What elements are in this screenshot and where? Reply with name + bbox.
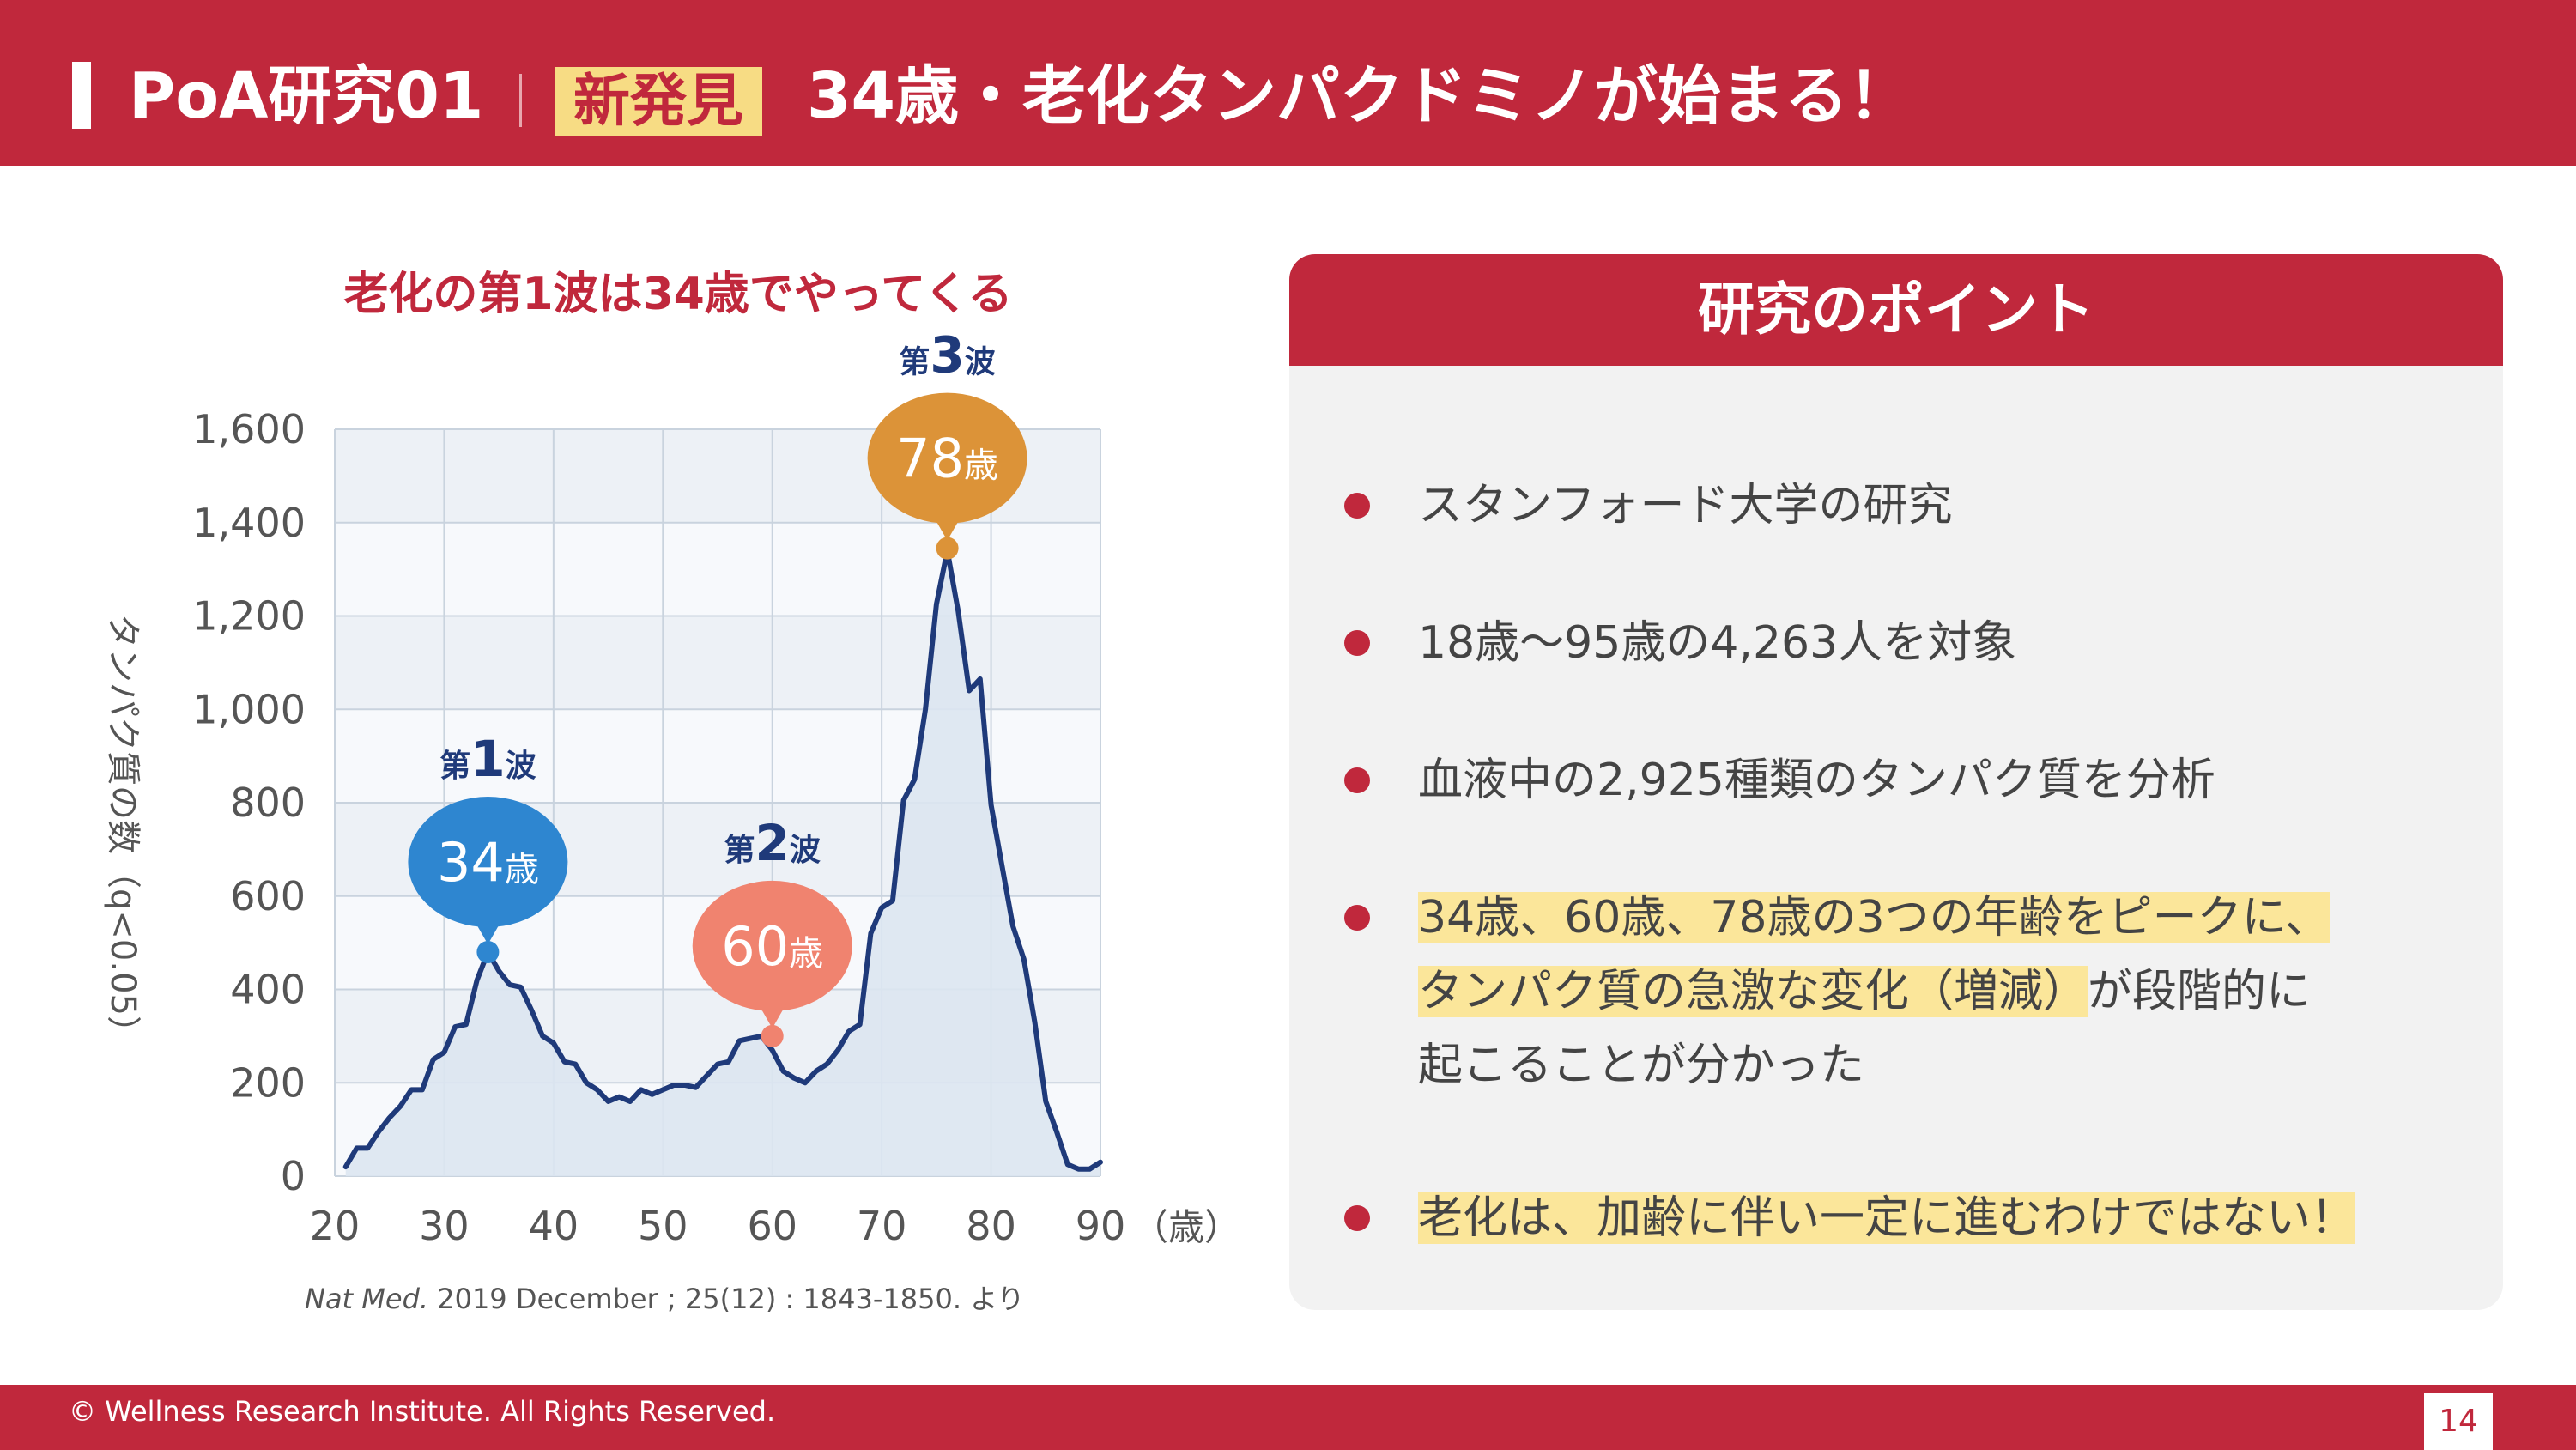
research-points-panel: 研究のポイント スタンフォード大学の研究 18歳～95歳の4,263人を対象 血…	[1289, 254, 2503, 1310]
peak-age-unit: 歳	[505, 850, 539, 889]
highlight-text: 34歳、60歳、78歳の3つの年齢をピークに、	[1418, 892, 2331, 943]
peak-age-number: 78	[896, 428, 964, 490]
x-tick-label: 80	[966, 1203, 1016, 1249]
header-bar: PoA研究01 新発見 34歳・老化タンパクドミノが始まる！	[0, 0, 2576, 166]
y-tick-label: 600	[230, 873, 306, 919]
x-tick-label: 60	[747, 1203, 797, 1249]
plot-band	[335, 616, 1100, 710]
point-text-rest: が段階的に	[2088, 966, 2312, 1017]
citation: Nat Med. 2019 December ; 25(12) : 1843-1…	[305, 1277, 1025, 1317]
peak-wave-label: 第3波	[899, 326, 995, 385]
x-tick-label: 70	[857, 1203, 907, 1249]
x-tick-label: 50	[638, 1203, 688, 1249]
copyright: © Wellness Research Institute. All Right…	[69, 1395, 776, 1428]
point-text: 老化は、加齢に伴い一定に進むわけではない！	[1418, 1181, 2482, 1255]
panel-title: 研究のポイント	[1289, 254, 2503, 366]
y-tick-label: 1,000	[192, 686, 306, 732]
wave-suffix: 波	[965, 345, 996, 380]
point-text: 18歳～95歳の4,263人を対象	[1418, 617, 2017, 669]
peak-age-label: 60歳	[721, 915, 823, 978]
peak-wave-label: 第2波	[724, 814, 821, 872]
peak-age-label: 78歳	[896, 428, 998, 490]
wave-number: 2	[755, 814, 790, 872]
bullet-icon	[1344, 767, 1370, 793]
bullet-icon	[1344, 630, 1370, 656]
wave-suffix: 波	[790, 833, 821, 868]
x-tick-label: 20	[310, 1203, 361, 1249]
slide-title: PoA研究01	[129, 59, 484, 133]
peak-marker	[761, 1024, 784, 1047]
highlight-text: タンパク質の急激な変化（増減）	[1418, 966, 2088, 1017]
title-marker	[72, 62, 91, 129]
bullet-icon	[1344, 1205, 1370, 1231]
x-tick-label: 30	[419, 1203, 470, 1249]
peak-age-label: 34歳	[437, 831, 539, 894]
peak-age-unit: 歳	[964, 446, 998, 486]
y-tick-label: 1,400	[192, 500, 306, 546]
peak-age-number: 34	[437, 831, 505, 894]
y-tick-label: 800	[230, 780, 306, 826]
y-tick-label: 1,600	[192, 406, 306, 452]
y-tick-label: 0	[281, 1153, 306, 1199]
point-text: 34歳、60歳、78歳の3つの年齢をピークに、 タンパク質の急激な変化（増減）が…	[1418, 881, 2482, 1102]
x-tick-label: 40	[529, 1203, 579, 1249]
wave-prefix: 第	[724, 833, 755, 868]
peak-age-unit: 歳	[789, 934, 823, 974]
peak-bubble-tail	[758, 1004, 786, 1028]
point-text-line: 起こることが分かった	[1418, 1040, 1865, 1091]
peak-bubble	[408, 797, 568, 927]
y-tick-label: 200	[230, 1059, 306, 1106]
wave-prefix: 第	[439, 749, 470, 784]
point-text: 血液中の2,925種類のタンパク質を分析	[1418, 755, 2215, 806]
series-line	[342, 548, 1103, 1172]
x-tick-label: 90	[1076, 1203, 1126, 1249]
y-axis-label: タンパク質の数（q<0.05）	[103, 614, 142, 1050]
footer-bar: © Wellness Research Institute. All Right…	[0, 1385, 2576, 1450]
peak-wave-label: 第1波	[439, 730, 536, 788]
peak-marker	[476, 941, 500, 963]
y-tick-label: 400	[230, 967, 306, 1013]
bullet-icon	[1344, 493, 1370, 519]
wave-number: 1	[470, 730, 505, 788]
peak-age-number: 60	[721, 915, 789, 978]
wave-suffix: 波	[506, 749, 536, 784]
title-separator	[519, 74, 522, 127]
highlight-text: 老化は、加齢に伴い一定に進むわけではない！	[1418, 1192, 2356, 1244]
new-discovery-badge: 新発見	[555, 67, 762, 136]
y-tick-label: 1,200	[192, 593, 306, 640]
peak-bubble-tail	[933, 516, 961, 541]
point-text: スタンフォード大学の研究	[1418, 480, 1953, 531]
slide-subtitle: 34歳・老化タンパクドミノが始まる！	[807, 59, 1912, 133]
peak-bubble-tail	[474, 920, 502, 944]
chart-title: 老化の第1波は34歳でやってくる	[343, 269, 1013, 320]
x-axis-label: （歳）	[1132, 1206, 1240, 1248]
citation-journal: Nat Med.	[305, 1283, 429, 1315]
protein-wave-chart: 0 200 400 600 800 1,000 1,200 1,400 1,600 20 30 40 5…	[103, 326, 1240, 1249]
peak-marker	[936, 537, 959, 560]
bullet-icon	[1344, 905, 1370, 931]
page-number: 14	[2424, 1393, 2493, 1450]
wave-prefix: 第	[899, 345, 930, 380]
peak-bubble	[867, 392, 1027, 524]
peak-bubble	[692, 880, 852, 1011]
citation-detail: 2019 December ; 25(12) : 1843-1850. より	[428, 1283, 1025, 1315]
wave-number: 3	[930, 326, 964, 385]
